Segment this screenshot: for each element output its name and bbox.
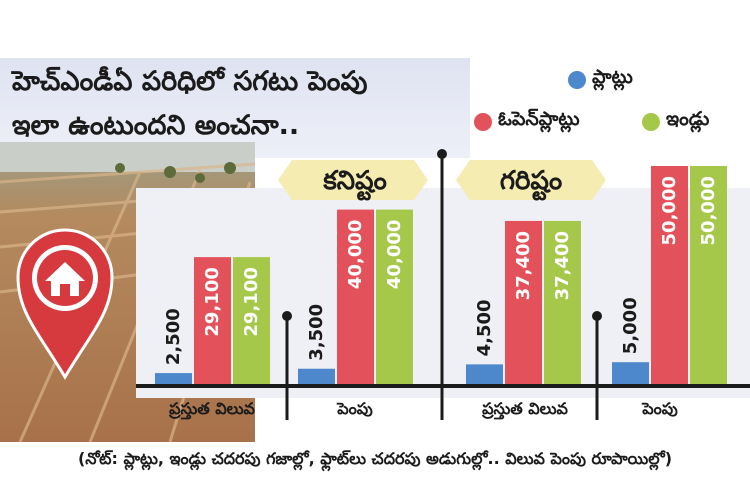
data-label: 4,500 [474,299,495,356]
data-label: 3,500 [306,304,327,361]
divider-dot [282,311,292,321]
bar-houses-0 [233,257,270,384]
bar-plots-2 [466,364,503,384]
bar-plots-3 [612,362,649,384]
data-label: 40,000 [384,220,405,289]
group-banner [456,160,606,200]
data-label: 29,100 [241,267,262,336]
location-pin-icon [16,228,114,380]
data-label: 37,400 [513,231,534,300]
data-label: 2,500 [163,308,184,365]
category-label: పెంపు [336,399,372,418]
category-label: ప్రస్తుత విలువ [481,399,568,420]
legend-label-open-plots: ఓపెన్‌ప్లాట్లు [498,108,580,130]
bar-open-plots-1 [337,209,374,384]
data-label: 50,000 [698,176,719,245]
legend-dot-houses [642,112,660,131]
title-band [0,58,470,158]
group-label: కనిష్టం [322,166,387,201]
data-label: 50,000 [659,176,680,245]
legend-item-open-plots: ఓపెన్‌ప్లాట్లు [474,108,580,135]
bar-open-plots-3 [651,166,688,384]
bar-houses-2 [544,220,581,384]
legend-dot-plots [568,70,586,89]
bar-chart: కనిష్టం గరిష్టం 2,500 29,100 29,100 3,500 40,… [136,149,750,420]
data-label: 29,100 [202,267,223,336]
category-label: ప్రస్తుత విలువ [168,399,255,420]
group-label: గరిష్టం [500,166,562,201]
bar-houses-1 [376,209,413,384]
group-divider-dot [437,149,447,159]
data-label: 40,000 [345,220,366,289]
group-banner [278,160,428,200]
legend-item-plots: ప్లాట్లు [568,66,633,93]
data-label: 37,400 [552,231,573,300]
footnote: (నోట్: ప్లాట్లు, ఇండ్లు చదరపు గజాల్లో, ఫ… [77,449,673,468]
legend-label-plots: ప్లాట్లు [592,66,633,88]
legend-item-houses: ఇండ్లు [642,108,709,135]
legend-dot-open-plots [474,112,492,131]
data-label: 5,000 [620,297,641,354]
bar-plots-1 [298,368,335,384]
category-label: పెంపు [641,399,677,418]
bar-open-plots-0 [194,257,231,384]
divider-dot [592,311,602,321]
bar-houses-3 [690,166,727,384]
bar-plots-0 [155,373,192,384]
bar-open-plots-2 [505,220,542,384]
legend-label-houses: ఇండ్లు [666,108,710,130]
title-line-2: ఇలా ఉంటుందని అంచనా.. [12,110,300,141]
legend: ప్లాట్లు ఓపెన్‌ప్లాట్లు ఇండ్లు [450,64,750,144]
title-line-1: హెచ్ఎండీఏ పరిధిలో సగటు పెంపు [12,66,368,97]
